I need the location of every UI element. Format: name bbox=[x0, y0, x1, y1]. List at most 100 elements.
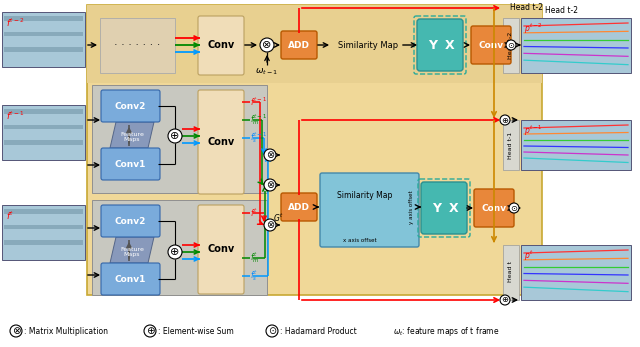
Bar bbox=[4, 217, 83, 221]
Circle shape bbox=[509, 203, 519, 213]
Bar bbox=[2, 12, 85, 67]
FancyBboxPatch shape bbox=[281, 31, 317, 59]
Text: $p^{t}$: $p^{t}$ bbox=[524, 249, 534, 263]
Text: Feature
Maps: Feature Maps bbox=[120, 247, 144, 257]
Bar bbox=[4, 133, 83, 137]
Text: ⊗: ⊗ bbox=[266, 150, 274, 160]
Circle shape bbox=[168, 129, 182, 143]
FancyBboxPatch shape bbox=[101, 205, 160, 237]
Text: Conv1: Conv1 bbox=[115, 274, 146, 283]
Bar bbox=[87, 5, 542, 295]
Circle shape bbox=[260, 38, 274, 52]
Text: $p^{t-2}$: $p^{t-2}$ bbox=[524, 22, 543, 36]
Text: $f^{t-1}$: $f^{t-1}$ bbox=[6, 110, 24, 122]
Text: $G^t$: $G^t$ bbox=[273, 212, 284, 224]
Bar bbox=[4, 40, 83, 44]
Text: ⊙: ⊙ bbox=[268, 326, 276, 336]
Text: $f^{t}_{m}$: $f^{t}_{m}$ bbox=[250, 251, 260, 265]
FancyBboxPatch shape bbox=[417, 19, 463, 71]
Text: ⊕: ⊕ bbox=[170, 131, 180, 141]
Bar bbox=[4, 240, 83, 245]
Text: Conv: Conv bbox=[481, 203, 507, 212]
Text: Conv: Conv bbox=[207, 244, 235, 254]
Text: : Matrix Multiplication: : Matrix Multiplication bbox=[24, 327, 108, 336]
FancyBboxPatch shape bbox=[198, 16, 244, 75]
Text: ⊗: ⊗ bbox=[266, 220, 274, 230]
Text: Head t-1: Head t-1 bbox=[509, 132, 513, 159]
Text: $f^{t}$: $f^{t}$ bbox=[6, 210, 14, 222]
Circle shape bbox=[10, 325, 22, 337]
Text: X: X bbox=[449, 202, 459, 214]
Polygon shape bbox=[110, 122, 154, 148]
Circle shape bbox=[500, 115, 510, 125]
Bar bbox=[4, 140, 83, 145]
Bar bbox=[4, 209, 83, 214]
Text: X: X bbox=[445, 39, 455, 51]
Bar bbox=[503, 18, 519, 73]
Bar bbox=[4, 125, 83, 129]
Text: Head t: Head t bbox=[509, 262, 513, 282]
Bar bbox=[503, 120, 519, 170]
Text: $f^{t-1}$: $f^{t-1}$ bbox=[250, 96, 267, 108]
Text: · · · · · · ·: · · · · · · · bbox=[114, 40, 160, 50]
Bar bbox=[92, 200, 267, 295]
Text: Conv1: Conv1 bbox=[115, 160, 146, 169]
FancyBboxPatch shape bbox=[471, 26, 511, 64]
Bar bbox=[2, 105, 85, 160]
Text: Conv2: Conv2 bbox=[115, 102, 146, 110]
Circle shape bbox=[506, 40, 516, 50]
Text: ⊙: ⊙ bbox=[508, 41, 515, 50]
Circle shape bbox=[500, 295, 510, 305]
Text: $\omega_{t-1}$: $\omega_{t-1}$ bbox=[255, 67, 278, 77]
Text: Head t-2: Head t-2 bbox=[545, 6, 578, 15]
FancyBboxPatch shape bbox=[198, 205, 244, 294]
FancyBboxPatch shape bbox=[320, 173, 419, 247]
Text: : Hadamard Product: : Hadamard Product bbox=[280, 327, 356, 336]
Text: Feature
Maps: Feature Maps bbox=[120, 132, 144, 142]
Text: Conv2: Conv2 bbox=[115, 217, 146, 226]
Bar bbox=[521, 18, 631, 73]
Circle shape bbox=[264, 149, 276, 161]
Bar bbox=[4, 109, 83, 114]
Text: ⊙: ⊙ bbox=[511, 203, 518, 212]
Text: $f^{t-1}_{m}$: $f^{t-1}_{m}$ bbox=[250, 112, 267, 127]
FancyBboxPatch shape bbox=[281, 193, 317, 221]
Bar bbox=[521, 245, 631, 300]
Text: $\omega_t$: feature maps of t frame: $\omega_t$: feature maps of t frame bbox=[393, 324, 500, 338]
Text: Head t-2: Head t-2 bbox=[509, 31, 513, 59]
Bar bbox=[100, 18, 175, 73]
Text: ⊕: ⊕ bbox=[502, 296, 509, 305]
Text: y axis offset: y axis offset bbox=[410, 190, 415, 224]
Text: $f^{t}_{s}$: $f^{t}_{s}$ bbox=[250, 269, 258, 283]
Polygon shape bbox=[110, 237, 154, 263]
Circle shape bbox=[168, 245, 182, 259]
Text: : Element-wise Sum: : Element-wise Sum bbox=[158, 327, 234, 336]
FancyBboxPatch shape bbox=[198, 90, 244, 194]
Bar bbox=[4, 16, 83, 21]
Text: ⊕: ⊕ bbox=[502, 116, 509, 125]
FancyBboxPatch shape bbox=[101, 148, 160, 180]
Bar bbox=[4, 24, 83, 28]
Bar bbox=[4, 117, 83, 121]
Text: x axis offset: x axis offset bbox=[343, 237, 377, 243]
Text: Head t-2: Head t-2 bbox=[510, 2, 543, 11]
Bar bbox=[503, 245, 519, 300]
Text: ⊕: ⊕ bbox=[170, 247, 180, 257]
Text: ⊕: ⊕ bbox=[146, 326, 154, 336]
Text: Y: Y bbox=[429, 39, 438, 51]
Bar bbox=[4, 47, 83, 52]
Text: ⊗: ⊗ bbox=[266, 180, 274, 190]
Text: Conv: Conv bbox=[479, 41, 504, 50]
Text: Y: Y bbox=[433, 202, 442, 214]
Bar bbox=[4, 55, 83, 60]
FancyBboxPatch shape bbox=[101, 263, 160, 295]
Text: Similarity Map: Similarity Map bbox=[337, 191, 393, 200]
Bar bbox=[92, 85, 267, 193]
Bar bbox=[521, 120, 631, 170]
Text: $f^{t}$: $f^{t}$ bbox=[250, 207, 258, 219]
Text: ADD: ADD bbox=[288, 203, 310, 212]
Text: ⊗: ⊗ bbox=[12, 326, 20, 336]
Text: $f^{t-1}_{s}$: $f^{t-1}_{s}$ bbox=[250, 130, 267, 145]
Text: $f^{t-2}$: $f^{t-2}$ bbox=[6, 17, 24, 29]
Text: Conv: Conv bbox=[207, 137, 235, 147]
